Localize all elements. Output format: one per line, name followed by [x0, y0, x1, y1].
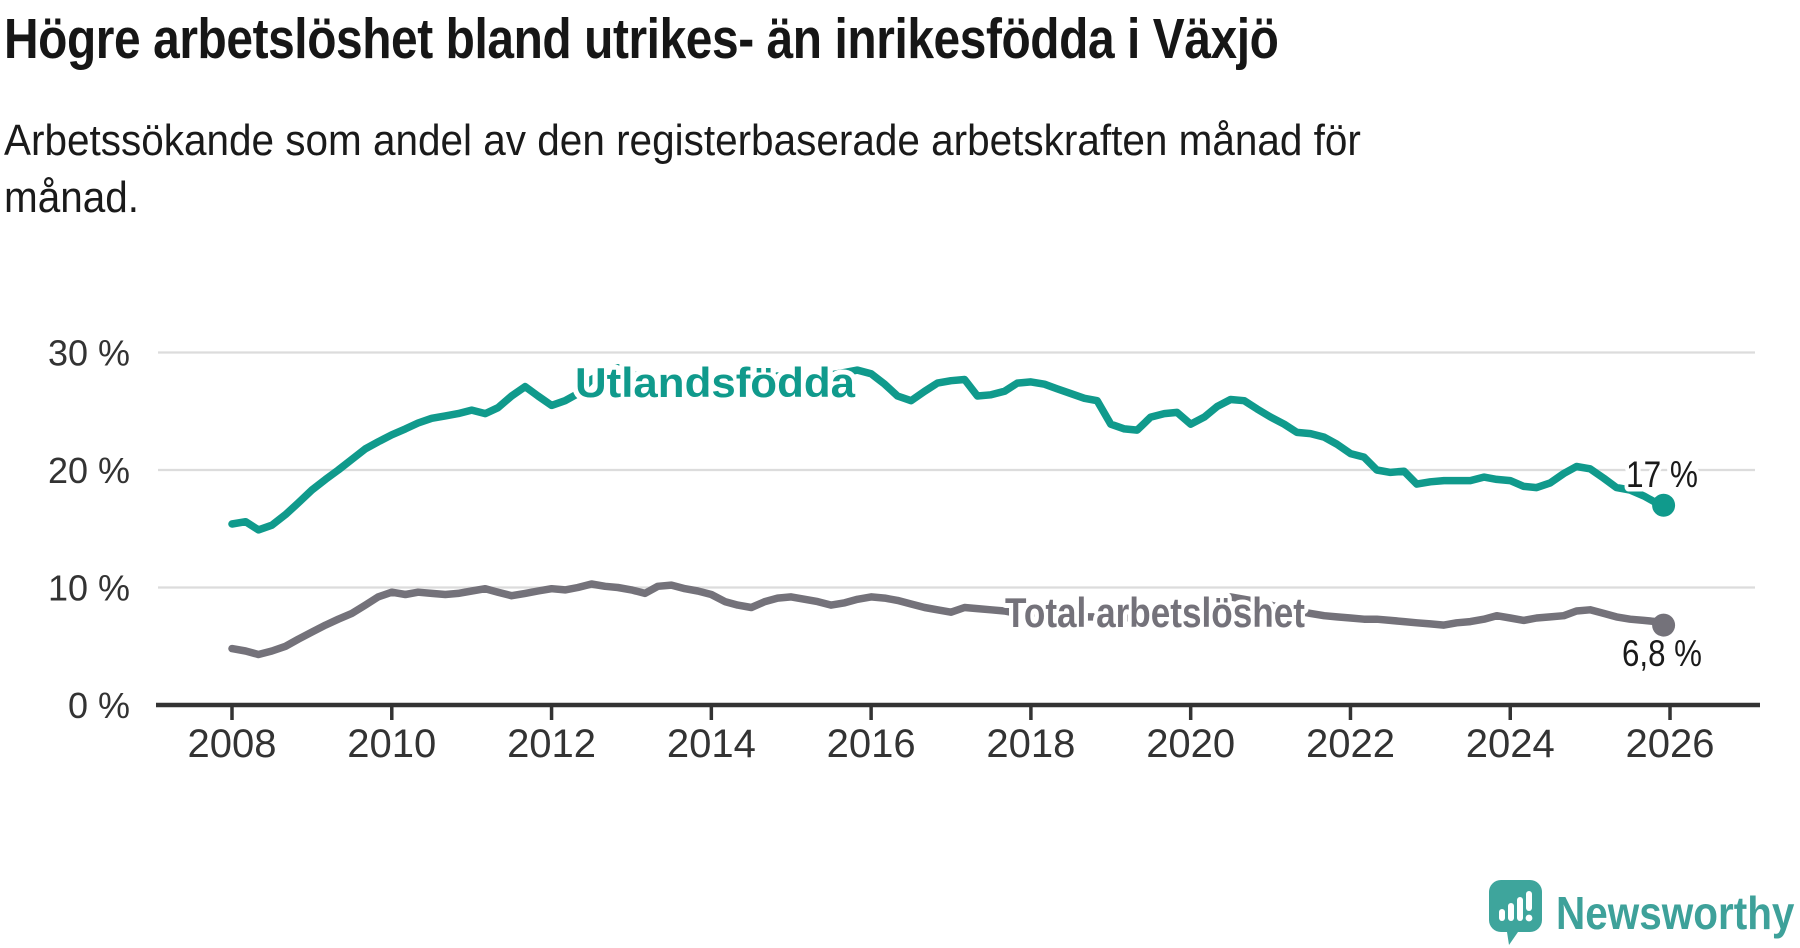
y-axis-tick-label: 20 % [48, 450, 130, 491]
x-axis-tick-label: 2012 [507, 722, 596, 766]
end-value-label-utlandsfodda: 17 % [1626, 454, 1698, 495]
y-axis-tick-label: 30 % [48, 333, 130, 374]
y-axis-tick-label: 10 % [48, 568, 130, 609]
x-axis-tick-label: 2026 [1626, 722, 1715, 766]
newsworthy-logo-text: Newsworthy [1556, 887, 1795, 939]
series-line-utlandsfodda [228, 364, 1668, 534]
series-line-total-arbetsloshet [228, 580, 1668, 659]
x-axis-tick-label: 2008 [188, 722, 277, 766]
exclamation-mark-dot [1525, 914, 1533, 922]
x-axis-tick-label: 2022 [1306, 722, 1395, 766]
bar-chart-bar-2 [1508, 903, 1514, 921]
y-axis-labels: 0 % 10 % 20 % 30 % [48, 333, 130, 727]
chart-subtitle-line-2: månad. [4, 173, 140, 222]
series-label-utlandsfodda: Utlandsfödda [575, 359, 856, 406]
x-axis-tick-label: 2014 [667, 722, 756, 766]
x-axis-tick-label: 2018 [986, 722, 1075, 766]
exclamation-mark-bar [1526, 891, 1532, 911]
series-lines [228, 364, 1676, 659]
bar-chart-bar-1 [1499, 909, 1505, 921]
newsworthy-speech-bubble-chart-icon [1489, 880, 1542, 945]
gridlines [158, 351, 1755, 589]
end-point-dot [1652, 613, 1676, 637]
y-axis-tick-label: 0 % [68, 685, 130, 726]
page-title: Högre arbetslöshet bland utrikes- än inr… [4, 7, 1279, 71]
x-axis-labels: 2008 2010 2012 2014 2016 2018 2020 2022 2024 2026 [188, 722, 1715, 766]
bar-chart-bar-3 [1517, 897, 1523, 921]
x-axis-tick-label: 2010 [347, 722, 436, 766]
newsworthy-logo: Newsworthy [1488, 880, 1800, 946]
series-label-total-arbetsloshet: Total arbetslöshet [1005, 589, 1305, 636]
x-axis-tick-label: 2024 [1466, 722, 1555, 766]
x-axis-tick-label: 2016 [827, 722, 916, 766]
chart-subtitle: Arbetssökande som andel av den registerb… [4, 112, 1361, 226]
end-point-dot [1652, 493, 1676, 517]
end-value-label-total-arbetsloshet: 6,8 % [1622, 633, 1702, 674]
x-axis-tick-label: 2020 [1146, 722, 1235, 766]
x-axis [156, 702, 1760, 720]
chart-subtitle-line-1: Arbetssökande som andel av den registerb… [4, 116, 1361, 165]
speech-bubble-shape [1489, 880, 1542, 945]
